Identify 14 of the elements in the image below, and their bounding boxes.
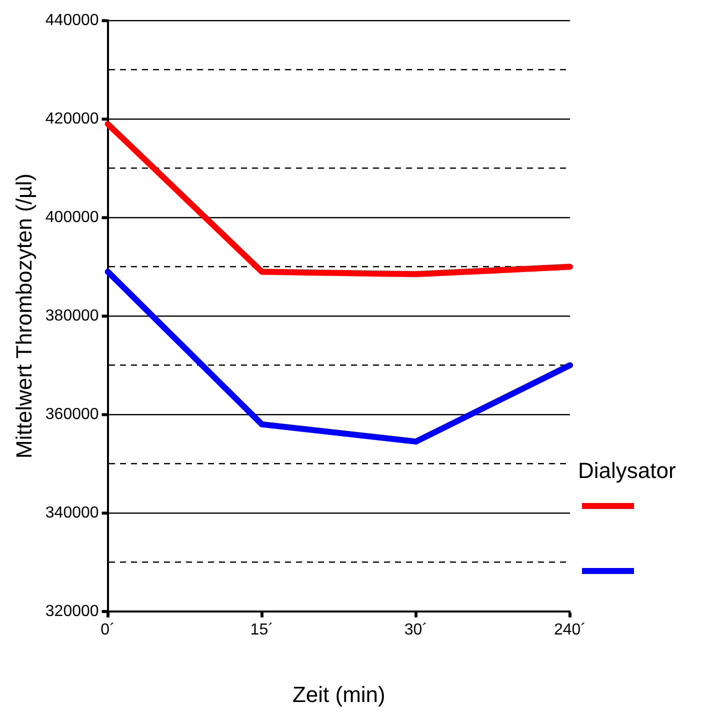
legend-title: Dialysator <box>578 458 676 484</box>
x-tick-label: 0´ <box>100 621 115 638</box>
y-tick-label: 340000 <box>45 504 99 522</box>
x-axis-title: Zeit (min) <box>292 682 386 707</box>
y-tick-label: 380000 <box>45 307 99 324</box>
y-tick-label: 440000 <box>45 12 99 30</box>
y-axis-title: Mittelwert Thrombozyten (/µl) <box>11 174 36 458</box>
x-tick-label: 30´ <box>404 621 428 638</box>
x-tick-label: 15´ <box>250 621 274 638</box>
y-tick-label: 400000 <box>45 208 99 226</box>
y-tick-label: 320000 <box>45 602 99 620</box>
y-tick-label: 420000 <box>45 110 99 128</box>
x-tick-label: 240´ <box>554 621 586 638</box>
y-tick-label: 360000 <box>45 406 99 423</box>
